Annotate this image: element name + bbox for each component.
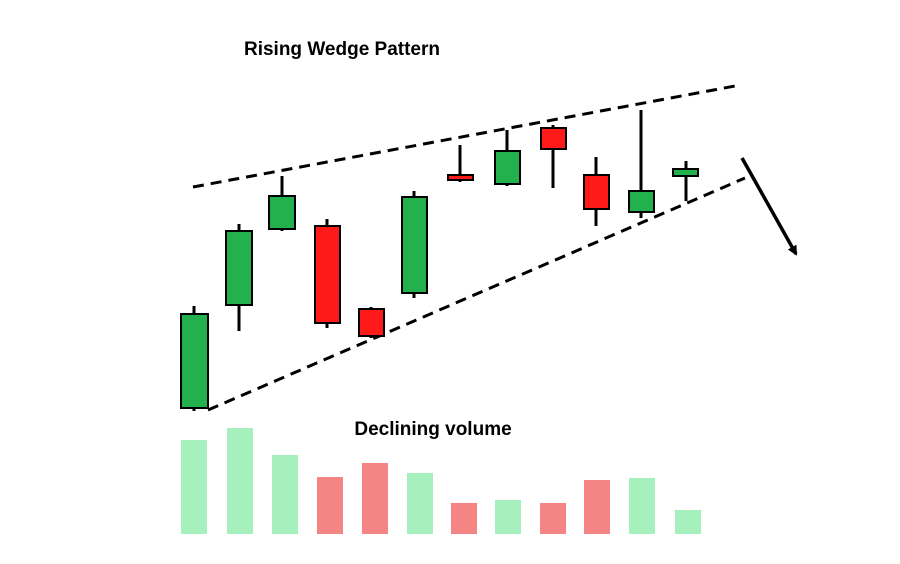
volume-bar [362, 463, 388, 534]
volume-bar [629, 478, 655, 534]
candle [314, 225, 341, 324]
volume-label: Declining volume [354, 419, 511, 440]
candle [268, 195, 296, 230]
volume-bar [584, 480, 610, 534]
volume-bar [272, 455, 298, 534]
volume-bar [451, 503, 477, 534]
volume-bar [227, 428, 253, 534]
candle [672, 168, 699, 177]
volume-bar [407, 473, 433, 534]
volume-bar [675, 510, 701, 534]
candle [628, 190, 655, 213]
volume-bar [495, 500, 521, 534]
title: Rising Wedge Pattern [244, 39, 440, 60]
volume-bar [540, 503, 566, 534]
candle [225, 230, 253, 306]
candle [401, 196, 428, 294]
candle [358, 308, 385, 337]
breakdown-arrow [740, 157, 798, 256]
candle [540, 127, 567, 150]
candle [180, 313, 209, 409]
upper-trendline [192, 84, 736, 189]
volume-bars [181, 428, 701, 534]
candles [180, 110, 699, 411]
candle [494, 150, 521, 185]
volume-bar [317, 477, 343, 534]
candle [583, 174, 610, 210]
candle [447, 174, 474, 181]
volume-bar [181, 440, 207, 534]
lower-trendline [207, 176, 746, 412]
